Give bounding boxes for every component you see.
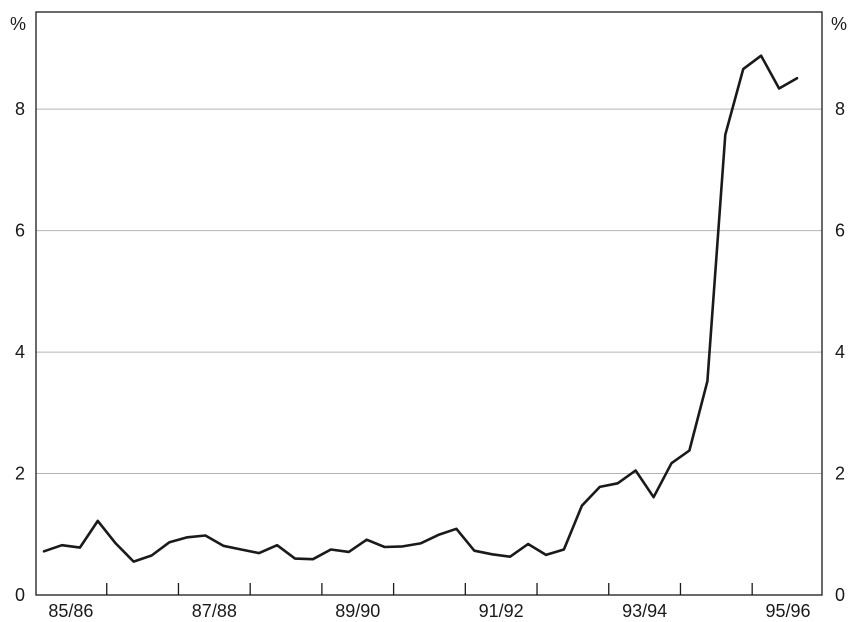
y-axis-left-labels: 0 2 4 6 8 [15, 99, 25, 605]
y-axis-right-labels: 0 2 4 6 8 [835, 99, 845, 605]
x-tick-label: 91/92 [479, 601, 524, 621]
y-tick-label-left: 8 [15, 99, 25, 119]
y-tick-label-left: 6 [15, 221, 25, 241]
y-tick-label-right: 8 [835, 99, 845, 119]
plot-frame [35, 11, 823, 596]
x-tick-label: 85/86 [48, 601, 93, 621]
x-tick-label: 95/96 [766, 601, 811, 621]
y-tick-label-left: 2 [15, 464, 25, 484]
y-tick-label-left: 4 [15, 342, 25, 362]
series-layer [42, 54, 799, 563]
y-tick-label-right: 2 [835, 464, 845, 484]
gridlines [36, 108, 822, 475]
series-line [42, 54, 799, 563]
y-axis-left-unit: % [10, 14, 26, 34]
y-tick-label-right: 6 [835, 221, 845, 241]
y-tick-label-left: 0 [15, 585, 25, 605]
y-axis-right-unit: % [831, 14, 847, 34]
y-tick-label-right: 0 [835, 585, 845, 605]
x-tick-label: 89/90 [335, 601, 380, 621]
y-tick-label-right: 4 [835, 342, 845, 362]
x-tick-label: 87/88 [192, 601, 237, 621]
x-axis-labels: 85/86 87/88 89/90 91/92 93/94 95/96 [48, 601, 810, 621]
x-axis-ticks [106, 583, 753, 595]
x-tick-label: 93/94 [622, 601, 667, 621]
